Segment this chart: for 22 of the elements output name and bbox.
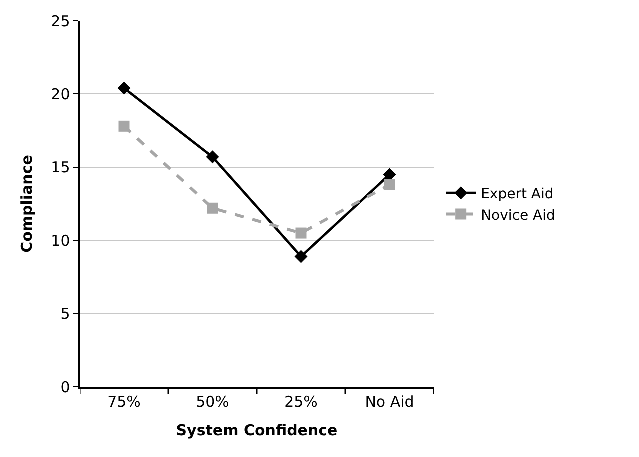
legend-label: Novice Aid xyxy=(481,208,556,224)
x-tick-label: No Aid xyxy=(365,392,414,411)
point xyxy=(384,179,396,190)
point xyxy=(118,120,130,132)
y-tick-label: 15 xyxy=(51,158,70,177)
point xyxy=(296,228,307,239)
point xyxy=(383,168,396,182)
legend-label: Expert Aid xyxy=(481,186,554,203)
point xyxy=(207,202,218,214)
point xyxy=(118,82,131,95)
x-tick-label: 50% xyxy=(196,392,230,411)
x-tick-label: 25% xyxy=(284,392,318,411)
point xyxy=(294,250,308,264)
y-tick-label: 5 xyxy=(60,305,70,324)
y-tick-label: 20 xyxy=(51,85,70,104)
point xyxy=(206,150,220,164)
x-tick-label: 75% xyxy=(108,392,141,411)
x-axis-title: System Confidence xyxy=(176,421,338,440)
y-axis-title: Compliance xyxy=(18,155,36,253)
y-tick-label: 0 xyxy=(60,378,70,396)
y-tick-label: 25 xyxy=(51,12,70,30)
y-tick-label: 10 xyxy=(51,232,70,250)
